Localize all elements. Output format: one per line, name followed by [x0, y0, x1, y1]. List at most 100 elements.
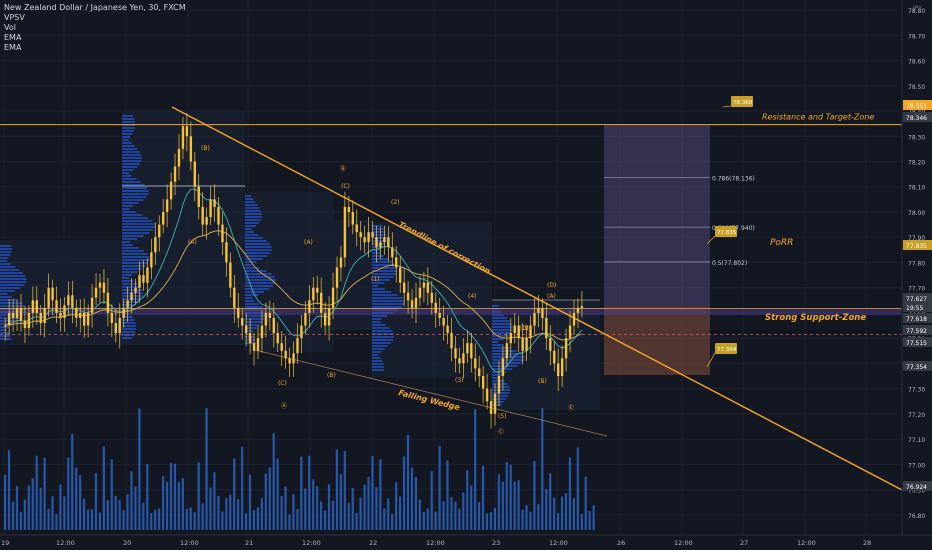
indicator-ema-2[interactable]: EMA	[4, 43, 22, 52]
volume-bar	[268, 467, 271, 530]
candle-body	[47, 287, 50, 308]
volume-bar	[446, 460, 449, 530]
wave-label: (B)	[201, 145, 210, 152]
candle-body	[501, 358, 505, 377]
x-tick-label: 12:00	[180, 539, 199, 547]
profile-bar	[122, 322, 136, 324]
candle-body	[395, 257, 398, 268]
profile-bar	[245, 330, 254, 332]
profile-bar	[372, 324, 386, 326]
volume-bar	[521, 509, 524, 530]
profile-bar	[0, 293, 8, 295]
profile-bar	[122, 205, 133, 207]
volume-bar	[572, 498, 575, 530]
profile-bar	[245, 210, 261, 212]
profile-bar	[122, 133, 133, 135]
volume-bar	[217, 495, 220, 530]
candle-body	[450, 333, 453, 349]
candle-body	[51, 287, 54, 301]
profile-bar	[372, 294, 398, 296]
candle-body	[276, 333, 279, 344]
volume-bar	[276, 458, 279, 530]
volume-bar	[185, 509, 188, 530]
candle-body	[55, 300, 58, 313]
candle-body	[367, 232, 370, 243]
candle-body	[379, 242, 382, 248]
candle-body	[221, 224, 224, 243]
candle-body	[59, 312, 62, 318]
y-tick-label: 78.30	[908, 134, 925, 141]
volume-bar	[122, 510, 125, 530]
y-tick-label: 77.90	[908, 235, 925, 242]
profile-bar	[492, 389, 510, 391]
candle-body	[158, 224, 161, 238]
wave-label: (4)	[468, 293, 477, 300]
candle-body	[237, 307, 240, 318]
volume-bar	[31, 478, 34, 530]
profile-bar	[0, 314, 24, 316]
profile-bar	[122, 142, 132, 144]
candle-body	[387, 237, 390, 248]
price-label: 19:55	[906, 305, 923, 312]
volume-bar	[130, 471, 133, 530]
candle-body	[63, 305, 66, 318]
volume-bar	[316, 486, 319, 530]
profile-bar	[245, 297, 253, 299]
profile-bar	[0, 323, 13, 325]
callout-tag	[731, 96, 753, 107]
y-tick-label: 76.80	[908, 513, 925, 520]
fib-label: 0.5(77.802)	[712, 260, 747, 267]
volume-bar	[154, 509, 157, 530]
profile-bar	[492, 329, 513, 331]
volume-bar	[426, 508, 429, 530]
profile-bar	[0, 251, 12, 253]
volume-bar	[39, 487, 42, 530]
profile-bar	[122, 166, 138, 168]
candle-body	[169, 181, 173, 200]
profile-bar	[372, 336, 395, 338]
indicator-vol[interactable]: Vol	[4, 23, 16, 32]
profile-bar	[122, 196, 147, 198]
y-tick-label: 78.10	[908, 185, 925, 192]
volume-bar	[564, 493, 568, 530]
volume-bar	[67, 457, 70, 530]
candle-body	[122, 307, 125, 318]
profile-bar	[492, 347, 511, 349]
fib-label: 0.786(78.136)	[712, 176, 755, 183]
profile-bar	[372, 252, 380, 254]
candle-body	[576, 307, 580, 313]
candle-body	[86, 312, 90, 326]
candle-body	[541, 307, 544, 318]
candle-body	[580, 306, 584, 308]
profile-bar	[0, 272, 23, 274]
volume-bar	[55, 514, 58, 530]
candle-body	[154, 237, 157, 253]
candle-body	[248, 333, 252, 344]
volume-bar	[59, 484, 62, 530]
volume-bar	[134, 486, 137, 530]
candle-body	[284, 350, 287, 359]
candle-body	[264, 312, 268, 326]
profile-bar	[245, 324, 260, 326]
profile-bar	[245, 285, 273, 287]
profile-bar	[372, 303, 405, 305]
profile-bar	[122, 268, 142, 270]
candle-body	[497, 376, 501, 394]
profile-bar	[122, 316, 133, 318]
volume-bar	[51, 496, 54, 530]
price-label-bg	[903, 302, 932, 312]
candle-body	[118, 317, 121, 334]
volume-bar	[545, 488, 548, 530]
profile-bar	[245, 321, 263, 323]
volume-bar	[288, 514, 291, 530]
volume-bar	[4, 475, 7, 530]
profile-bar	[245, 228, 253, 230]
indicator-vpsv[interactable]: VPSV	[4, 13, 25, 22]
indicator-ema-1[interactable]: EMA	[4, 33, 22, 42]
volume-bar	[497, 474, 500, 530]
profile-bar	[492, 341, 499, 343]
x-tick-label: 19	[1, 539, 9, 547]
volume-bar	[458, 508, 461, 530]
